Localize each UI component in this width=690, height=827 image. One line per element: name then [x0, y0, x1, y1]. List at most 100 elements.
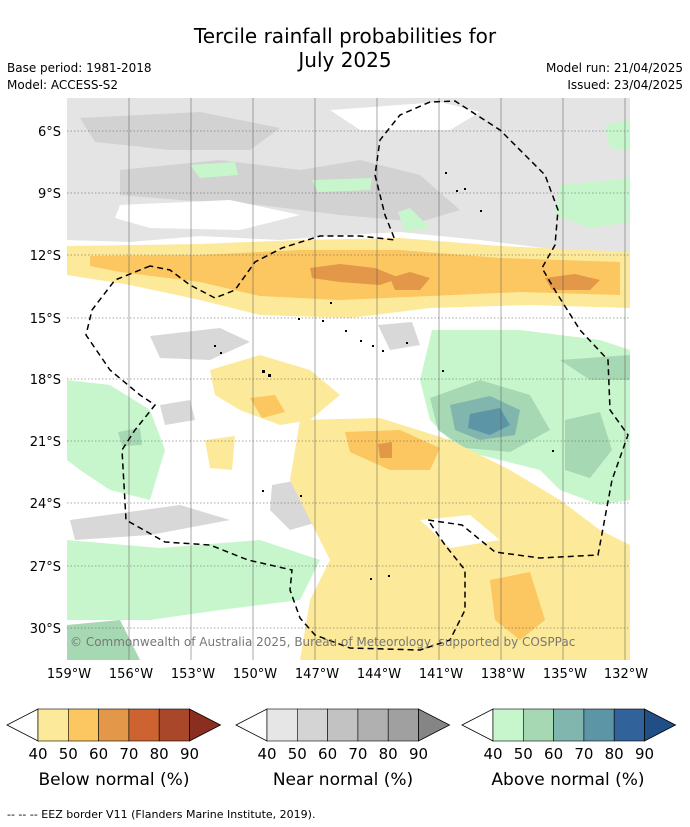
- below-legend-swatch: [37, 708, 69, 742]
- near-legend-swatch: [296, 708, 328, 742]
- base-period: Base period: 1981-2018: [7, 61, 152, 75]
- lon-label: 135°W: [543, 667, 587, 682]
- above-legend-swatch: [522, 708, 554, 742]
- grid-lines: [67, 130, 630, 629]
- lat-labels: 6°S 9°S 12°S 15°S 18°S 21°S 24°S 27°S 30…: [30, 125, 61, 637]
- above-legend-tick: 50: [513, 745, 533, 763]
- islands: [214, 172, 554, 580]
- above-legend-low-arrow: [461, 708, 494, 742]
- above-normal-east-b: [565, 412, 612, 478]
- near-normal-mid-3: [160, 400, 195, 425]
- white-patch-2: [330, 102, 480, 130]
- near-legend-tick: 50: [287, 745, 307, 763]
- lat-label: 21°S: [30, 435, 61, 450]
- lon-label: 144°W: [357, 667, 401, 682]
- meridian-lines: [128, 98, 626, 660]
- near-legend-tick: 70: [348, 745, 368, 763]
- below-legend-tick: 40: [28, 745, 48, 763]
- below-legend-swatch: [98, 708, 130, 742]
- near-legend-swatch: [357, 708, 389, 742]
- near-legend-swatch: [266, 708, 298, 742]
- lat-label: 6°S: [38, 125, 61, 140]
- below-normal-band-60a: [310, 264, 400, 285]
- eez-footer-note: -- -- -- EEZ border V11 (Flanders Marine…: [7, 808, 316, 821]
- below-normal-south-50: [490, 572, 545, 640]
- near-legend-tick: 90: [408, 745, 429, 763]
- below-normal-south-white: [420, 515, 500, 548]
- above-legend-tick: 40: [483, 745, 503, 763]
- below-normal-diag-50: [345, 430, 440, 470]
- below-legend-tick: 50: [58, 745, 78, 763]
- above-normal-east-70: [468, 408, 510, 435]
- above-legend-swatch: [583, 708, 615, 742]
- above-legend-tick: 60: [544, 745, 564, 763]
- above-legend-swatch: [553, 708, 585, 742]
- below-legend-swatch: [158, 708, 190, 742]
- map-title: Tercile rainfall probabilities for July …: [0, 24, 690, 72]
- below-normal-central-50: [250, 395, 285, 418]
- eez-borders: [85, 100, 629, 651]
- near-legend-swatch: [327, 708, 359, 742]
- below-normal-west-bits: [205, 436, 235, 470]
- below-normal-central: [210, 355, 340, 425]
- below-normal-band-60b: [390, 272, 430, 290]
- meta-right: Model run: 21/04/2025 Issued: 23/04/2025: [546, 60, 683, 94]
- lat-label: 24°S: [30, 497, 61, 512]
- near-normal-mid-2: [378, 322, 420, 350]
- above-normal-north-3: [312, 178, 372, 192]
- below-legend-swatch: [128, 708, 160, 742]
- meta-left: Base period: 1981-2018 Model: ACCESS-S2: [7, 60, 152, 94]
- copyright-notice: © Commonwealth of Australia 2025, Bureau…: [70, 635, 575, 649]
- lon-label: 153°W: [171, 667, 215, 682]
- above-normal-north-5: [398, 208, 430, 232]
- near-normal-mid-6: [70, 505, 230, 540]
- above-normal-north: [555, 178, 630, 228]
- above-normal-north-2: [190, 162, 238, 178]
- legend-title-near: Near normal (%): [272, 770, 414, 790]
- model-run: Model run: 21/04/2025: [545, 61, 683, 75]
- lat-label: 9°S: [38, 187, 61, 202]
- below-legend-tick: 60: [89, 745, 109, 763]
- lon-label: 156°W: [109, 667, 153, 682]
- above-legend-swatch: [492, 708, 524, 742]
- lat-label: 18°S: [30, 373, 61, 388]
- lon-label: 159°W: [47, 667, 91, 682]
- above-legend-tick: 80: [604, 745, 624, 763]
- lon-label: 141°W: [419, 667, 463, 682]
- above-legend-high-arrow: [644, 708, 677, 742]
- above-legend-tick: 70: [574, 745, 594, 763]
- below-legend-high-arrow: [189, 708, 222, 742]
- lon-labels: 159°W 156°W 153°W 150°W 147°W 144°W 141°…: [47, 667, 648, 682]
- near-legend-swatch: [387, 708, 419, 742]
- below-legend-swatch: [68, 708, 99, 742]
- eez-border-cook: [85, 100, 629, 651]
- above-normal-north-4: [605, 120, 630, 150]
- lon-label: 132°W: [604, 667, 648, 682]
- lat-label: 30°S: [30, 622, 61, 637]
- below-normal-band-60c: [545, 274, 600, 290]
- lat-label: 12°S: [30, 249, 61, 264]
- lon-label: 147°W: [295, 667, 339, 682]
- near-legend-tick: 60: [318, 745, 338, 763]
- lon-label: 150°W: [233, 667, 277, 682]
- white-patch: [115, 200, 300, 230]
- above-normal-south-west: [67, 540, 320, 620]
- lat-label: 15°S: [30, 312, 61, 327]
- legend-title-above: Above normal (%): [491, 770, 645, 790]
- title-line-2: July 2025: [298, 48, 392, 72]
- map-field: [67, 98, 630, 660]
- title-line-1: Tercile rainfall probabilities for: [193, 24, 497, 48]
- lon-label: 138°W: [481, 667, 525, 682]
- legend-title-below: Below normal (%): [38, 770, 190, 790]
- below-legend-tick: 90: [179, 745, 200, 763]
- near-legend-tick: 80: [378, 745, 398, 763]
- above-normal-east-c: [560, 355, 630, 380]
- below-legend-low-arrow: [6, 708, 39, 742]
- legend-bars: [6, 708, 677, 742]
- above-legend-swatch: [613, 708, 645, 742]
- near-legend-low-arrow: [235, 708, 268, 742]
- below-legend-tick: 70: [119, 745, 139, 763]
- below-legend-tick: 80: [149, 745, 169, 763]
- model-name: Model: ACCESS-S2: [7, 78, 119, 92]
- lat-label: 27°S: [30, 560, 61, 575]
